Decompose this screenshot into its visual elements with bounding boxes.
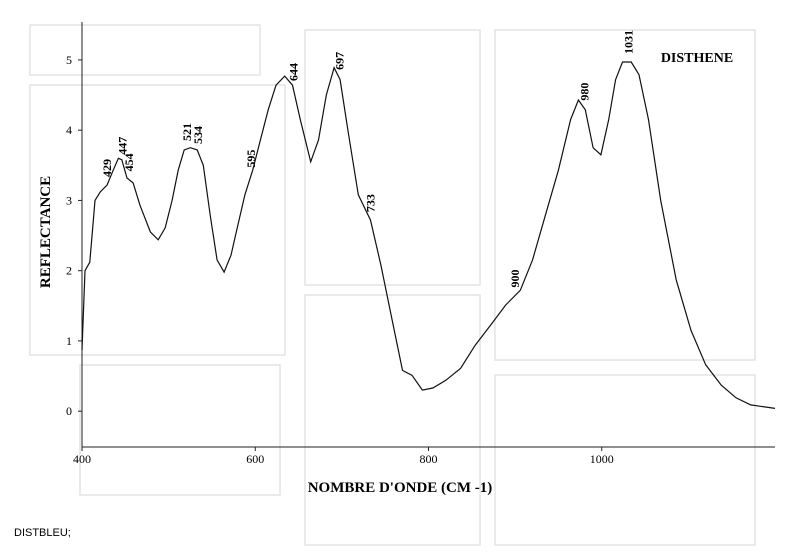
footer: DISTBLEU; [14, 527, 71, 539]
peak-label: 534 [191, 126, 205, 144]
x-tick-label: 1000 [590, 452, 614, 466]
peak-label: 697 [332, 52, 346, 70]
background-form [29, 24, 756, 546]
y-tick-label: 0 [66, 404, 72, 418]
x-tick-label: 800 [420, 452, 438, 466]
peak-label: 644 [286, 63, 300, 81]
x-tick-label: 400 [73, 452, 91, 466]
peak-label: 1031 [622, 30, 636, 54]
peak-label: 429 [100, 159, 114, 177]
peak-label: 595 [244, 150, 258, 168]
peak-label: 980 [577, 83, 591, 101]
y-tick-label: 2 [66, 264, 72, 278]
x-tick-label: 600 [246, 452, 264, 466]
y-tick-label: 4 [66, 123, 72, 137]
peak-label: 521 [180, 123, 194, 141]
chart-title: DISTHENE [661, 51, 733, 66]
x-axis-label: NOMBRE D'ONDE (CM -1) [308, 480, 493, 496]
y-tick-label: 1 [66, 334, 72, 348]
y-tick-label: 5 [66, 53, 72, 67]
peak-label: 733 [363, 194, 377, 212]
y-tick-label: 3 [66, 193, 72, 207]
spectrum-line [81, 61, 776, 409]
y-axis-label: REFLECTANCE [38, 176, 54, 288]
peak-label: 447 [116, 137, 130, 155]
peak-label: 454 [122, 153, 136, 171]
peak-label: 900 [508, 270, 522, 288]
